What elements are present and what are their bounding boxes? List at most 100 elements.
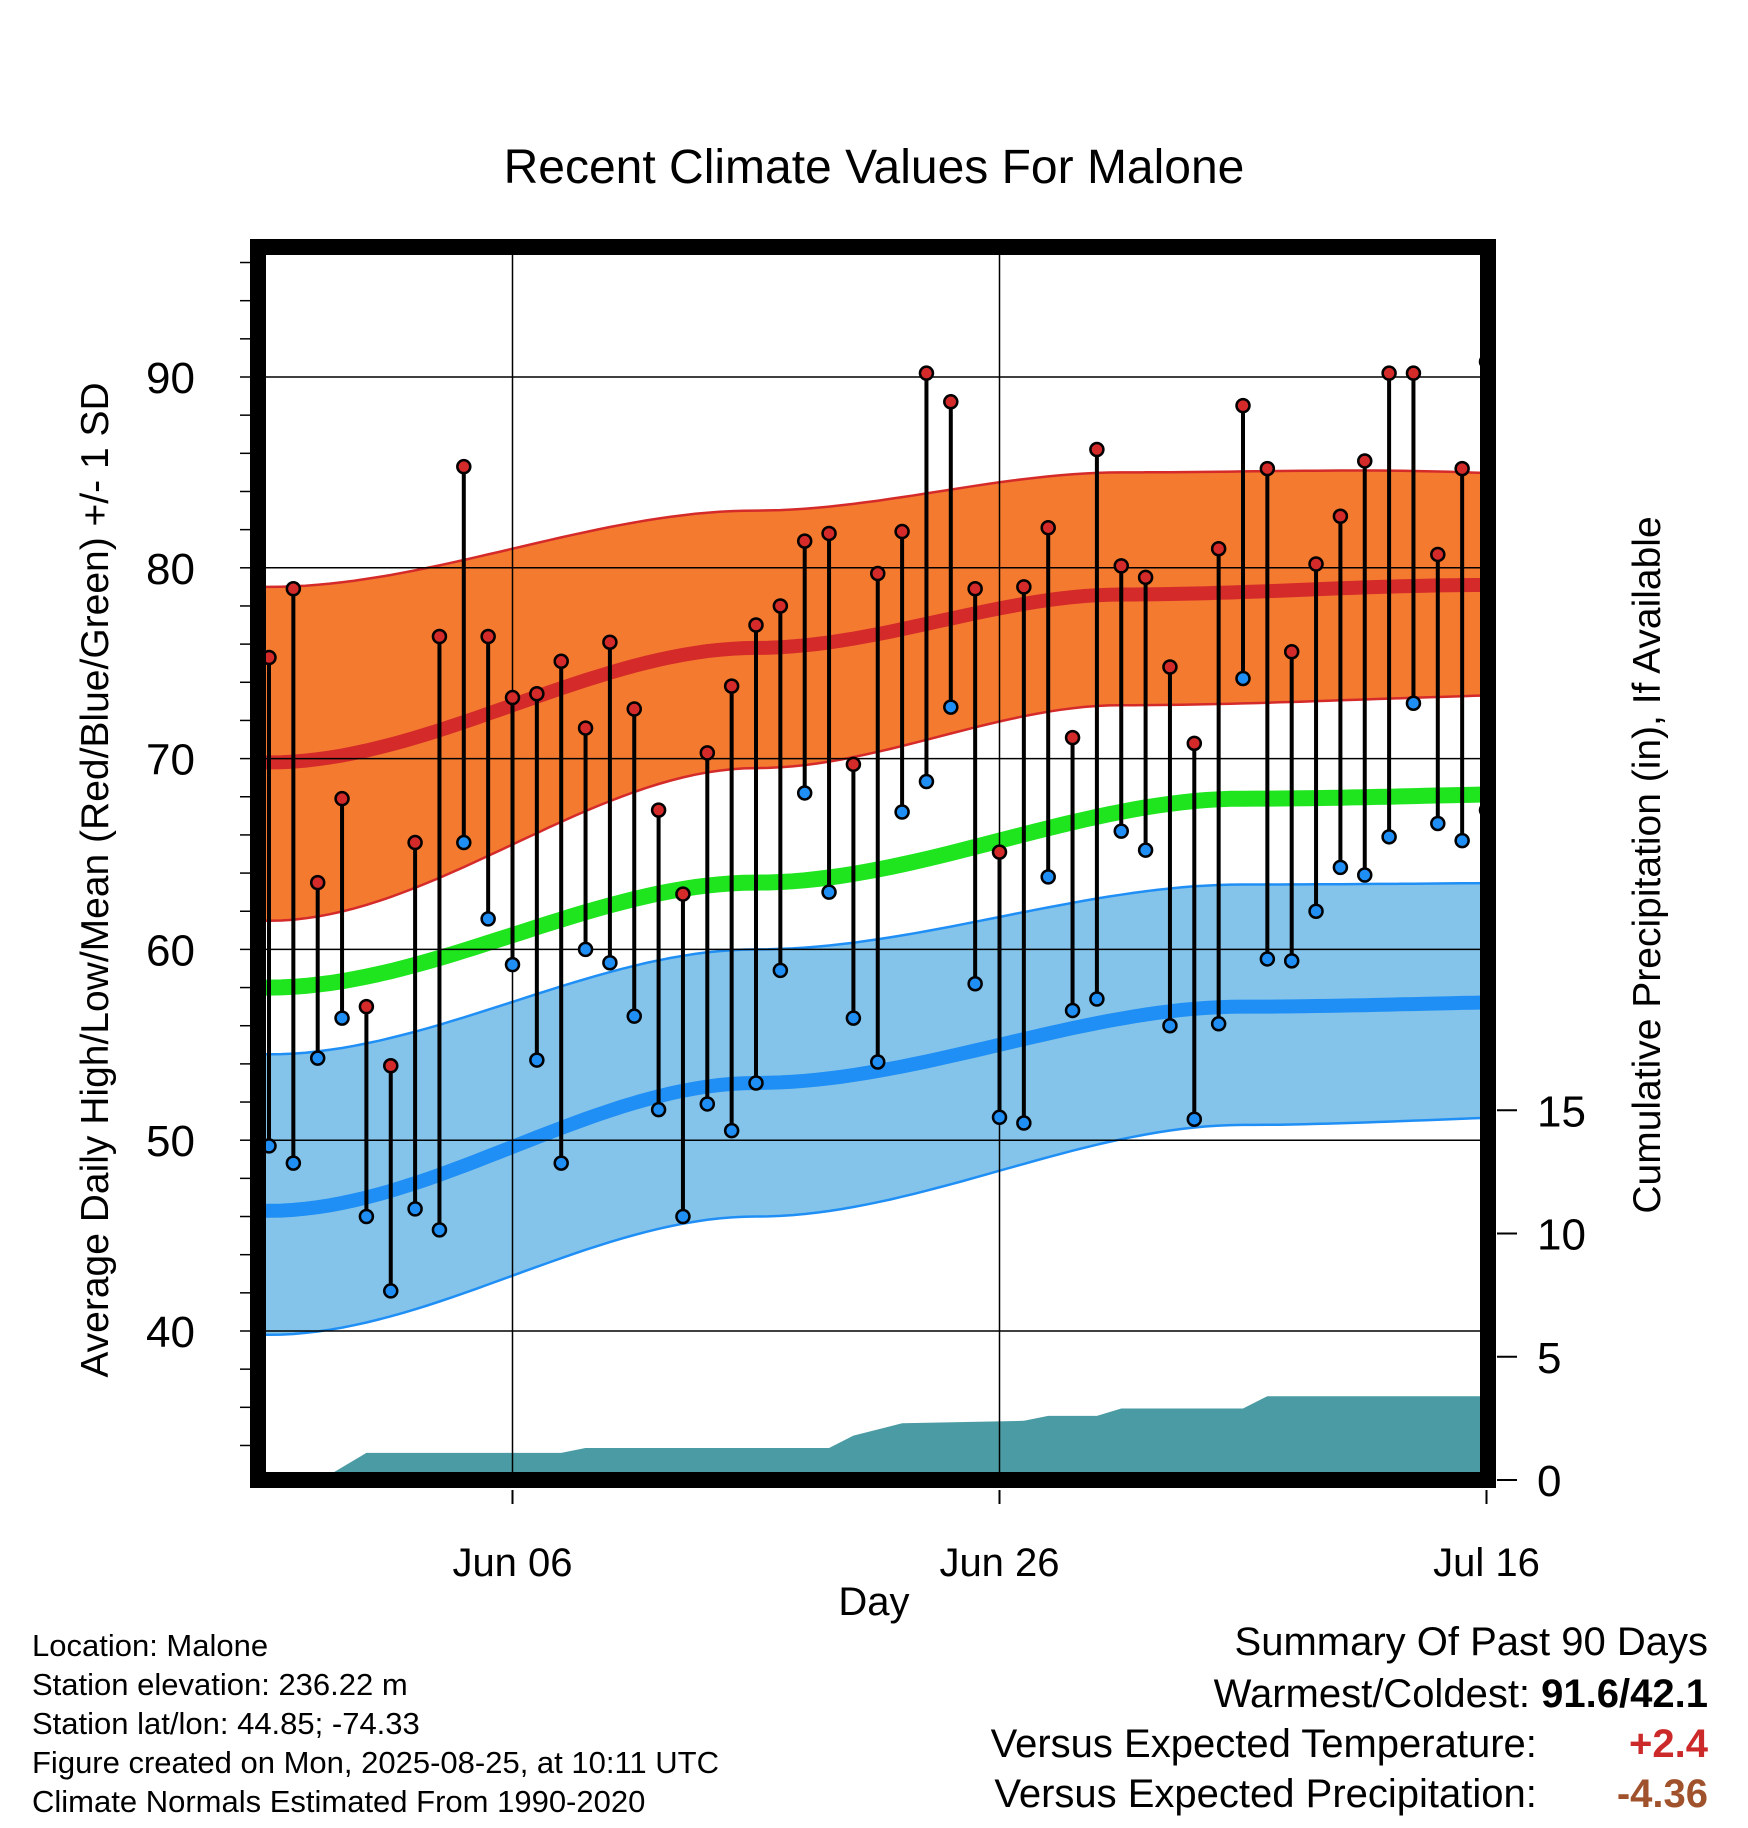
y2-tick-label: 15: [1537, 1087, 1586, 1136]
observed-high-point: [1162, 659, 1178, 675]
observed-low-point: [1332, 859, 1349, 876]
observed-high-point: [1675, 397, 1688, 410]
observed-high-point: [1332, 508, 1349, 525]
observed-high-point: [675, 886, 691, 902]
y2-axis-label: Cumulative Precipitation (in), If Availa…: [1626, 516, 1669, 1213]
observed-high-point: [1210, 540, 1227, 557]
y-tick-label: 80: [146, 545, 195, 594]
observed-low-point: [1602, 1166, 1615, 1179]
observed-high-point: [1504, 464, 1517, 477]
observed-low-point: [894, 804, 910, 820]
observed-high-point: [1137, 569, 1154, 586]
x-tick-label: Jun 06: [452, 1541, 572, 1585]
warmest-coldest-value: 91.6/42.1: [1541, 1672, 1708, 1716]
location-line: Location: Malone: [32, 1628, 269, 1663]
observed-high-point: [480, 628, 496, 645]
observed-high-point: [821, 525, 837, 542]
observed-high-point: [1064, 729, 1081, 746]
observed-high-point: [1186, 735, 1203, 752]
observed-low-point: [1529, 1059, 1542, 1072]
observed-low-point: [1699, 931, 1712, 944]
observed-low-point: [675, 1208, 691, 1225]
observed-low-point: [504, 956, 521, 973]
observed-high-point: [943, 394, 959, 410]
temperature-value: +2.4: [1629, 1722, 1708, 1766]
precipitation-label: Versus Expected Precipitation:: [994, 1772, 1537, 1816]
observed-low-point: [699, 1096, 716, 1112]
observed-low-point: [577, 941, 594, 958]
temperature-label: Versus Expected Temperature:: [990, 1722, 1537, 1766]
observed-low-point: [821, 884, 837, 900]
y-tick-label: 90: [146, 354, 195, 403]
chart-title: Recent Climate Values For Malone: [503, 141, 1245, 194]
observed-high-point: [504, 689, 521, 706]
observed-high-point: [1040, 519, 1056, 536]
observed-high-point: [1089, 441, 1105, 458]
warmest-coldest-label: Warmest/Coldest:: [1213, 1672, 1531, 1716]
observed-low-point: [1064, 1002, 1081, 1019]
observed-low-point: [1553, 1073, 1566, 1086]
observed-high-point: [577, 720, 594, 736]
observed-low-point: [285, 1155, 302, 1171]
observed-low-point: [918, 773, 935, 790]
observed-high-point: [1308, 556, 1324, 572]
observed-high-point: [991, 844, 1008, 860]
observed-high-point: [796, 533, 813, 549]
observed-high-point: [626, 701, 642, 717]
observed-low-point: [431, 1222, 448, 1238]
observed-high-point: [1357, 453, 1373, 469]
observed-high-point: [309, 874, 326, 891]
observed-high-point: [772, 598, 789, 614]
observed-low-point: [480, 911, 496, 927]
observed-low-point: [1357, 867, 1373, 883]
x-axis-label: Day: [838, 1580, 910, 1624]
observed-high-point: [1454, 460, 1470, 477]
observed-high-point: [1699, 571, 1712, 584]
observed-low-point: [309, 1050, 326, 1066]
plot-area: [258, 247, 1737, 1480]
observed-low-point: [553, 1155, 569, 1171]
observed-low-point: [407, 1201, 423, 1217]
observed-low-point: [723, 1122, 740, 1139]
y2-tick-label: 10: [1537, 1211, 1586, 1260]
y-tick-label: 40: [146, 1308, 195, 1357]
observed-high-point: [1430, 546, 1446, 563]
observed-low-point: [626, 1008, 642, 1024]
observed-high-point: [334, 790, 350, 807]
observed-low-point: [1089, 991, 1105, 1007]
observed-high-point: [1724, 496, 1737, 509]
observed-low-point: [334, 1010, 350, 1026]
observed-low-point: [845, 1010, 862, 1026]
summary-title: Summary Of Past 90 Days: [1234, 1620, 1708, 1664]
observed-high-point: [1235, 397, 1251, 414]
observed-low-point: [602, 955, 618, 971]
high-sd-band: [258, 470, 1488, 921]
observed-high-point: [553, 653, 569, 670]
observed-high-point: [1381, 365, 1397, 381]
observed-low-point: [1504, 972, 1517, 985]
observed-high-point: [407, 834, 423, 851]
observed-high-point: [1602, 790, 1615, 803]
observed-high-point: [918, 365, 935, 381]
observed-low-point: [1113, 823, 1129, 839]
observed-low-point: [456, 834, 472, 851]
observed-high-point: [748, 617, 764, 633]
observed-low-point: [1259, 951, 1276, 967]
observed-low-point: [1724, 966, 1737, 979]
y-tick-label: 50: [146, 1117, 195, 1166]
observed-low-point: [1040, 869, 1056, 885]
observed-low-point: [1577, 928, 1590, 941]
x-tick-label: Jun 26: [939, 1541, 1059, 1585]
observed-low-point: [991, 1109, 1008, 1126]
y2-tick-label: 5: [1537, 1334, 1561, 1383]
observed-low-point: [1454, 832, 1470, 849]
observed-low-point: [1137, 842, 1154, 858]
observed-high-point: [699, 745, 716, 761]
observed-low-point: [967, 975, 983, 992]
y-axis-label: Average Daily High/Low/Mean (Red/Blue/Gr…: [74, 382, 117, 1377]
observed-high-point: [870, 565, 886, 582]
observed-high-point: [1113, 558, 1129, 574]
observed-low-point: [358, 1208, 375, 1225]
observed-low-point: [1675, 754, 1688, 767]
